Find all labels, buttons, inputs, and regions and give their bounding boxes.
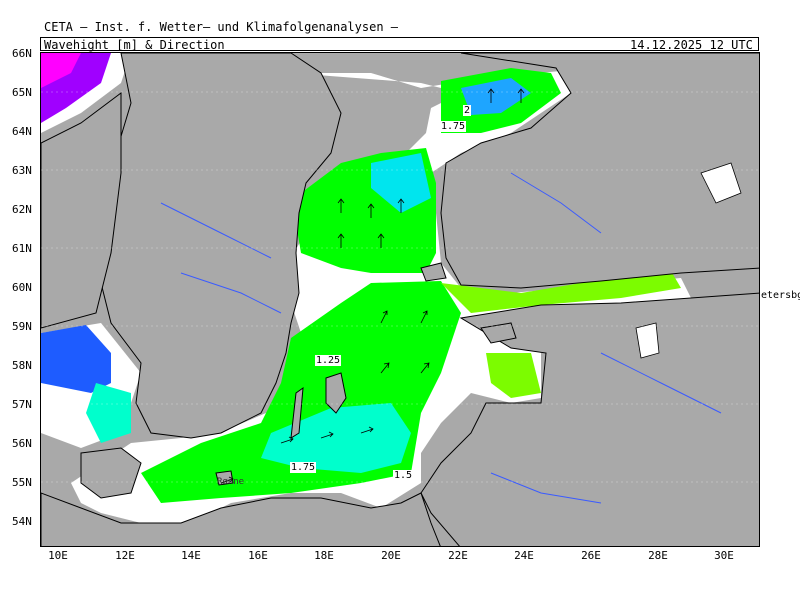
lat-label: 55N bbox=[12, 476, 32, 489]
contour-label: 2 bbox=[463, 105, 472, 116]
valid-time: 14.12.2025 12 UTC bbox=[630, 38, 753, 52]
wave-area-gulf-finland bbox=[441, 271, 681, 313]
land-denmark bbox=[80, 447, 142, 499]
lon-label: 20E bbox=[381, 549, 401, 562]
lon-label: 30E bbox=[714, 549, 734, 562]
contour-label: 1.5 bbox=[393, 470, 414, 481]
lon-label: 24E bbox=[514, 549, 534, 562]
wave-field bbox=[41, 53, 681, 503]
lat-label: 62N bbox=[12, 203, 32, 216]
wave-area-gulf-riga bbox=[486, 353, 541, 398]
lon-label: 10E bbox=[48, 549, 68, 562]
land bbox=[41, 53, 759, 546]
lon-label: 12E bbox=[115, 549, 135, 562]
wave-area-bothnian-bay-core bbox=[461, 78, 531, 115]
lat-label: 66N bbox=[12, 47, 32, 60]
lat-label: 60N bbox=[12, 281, 32, 294]
panel-title: Wavehight [m] & Direction bbox=[44, 38, 225, 52]
map-canvas bbox=[41, 53, 759, 546]
wave-area-north-sea-peak bbox=[41, 53, 81, 88]
land-finland bbox=[440, 53, 759, 289]
land-bornholm bbox=[215, 470, 234, 486]
lat-label: 58N bbox=[12, 359, 32, 372]
lon-label: 28E bbox=[648, 549, 668, 562]
lon-label: 16E bbox=[248, 549, 268, 562]
lon-label: 22E bbox=[448, 549, 468, 562]
lon-label: 18E bbox=[314, 549, 334, 562]
contour-label: 1.75 bbox=[440, 121, 467, 132]
contour-label: 1.75 bbox=[290, 462, 317, 473]
land-germany-poland bbox=[41, 492, 441, 546]
land-norway-west bbox=[41, 92, 122, 329]
wave-direction-arrows bbox=[220, 88, 525, 484]
lat-label: 65N bbox=[12, 86, 32, 99]
wave-height-map: 2 1.75 1.25 1.75 1.5 Rønne bbox=[40, 52, 760, 547]
lake-onega bbox=[700, 162, 742, 204]
lat-label: 59N bbox=[12, 320, 32, 333]
contour-label: 1.25 bbox=[315, 355, 342, 366]
wave-area-skagerrak bbox=[41, 325, 111, 393]
lon-label: 14E bbox=[181, 549, 201, 562]
land-gotland bbox=[325, 372, 347, 414]
graticule bbox=[41, 91, 759, 483]
lakes bbox=[635, 162, 742, 359]
title-frame bbox=[40, 37, 759, 51]
lat-label: 56N bbox=[12, 437, 32, 450]
lon-label: 26E bbox=[581, 549, 601, 562]
land-aland bbox=[420, 262, 447, 282]
lat-label: 61N bbox=[12, 242, 32, 255]
lake-ladoga bbox=[635, 322, 660, 359]
outside-place-label: etersbg bbox=[761, 290, 800, 301]
organization-title: CETA — Inst. f. Wetter— und Klimafolgena… bbox=[44, 20, 399, 34]
wave-area-bothnian-sea-core bbox=[371, 153, 431, 213]
rivers bbox=[160, 172, 722, 504]
wave-area-kattegat bbox=[86, 383, 131, 443]
place-label-ronne: Rønne bbox=[217, 477, 245, 487]
lat-label: 57N bbox=[12, 398, 32, 411]
land-oland bbox=[290, 386, 304, 439]
wave-area-southern-baltic-core bbox=[261, 403, 411, 473]
lat-label: 64N bbox=[12, 125, 32, 138]
lat-label: 63N bbox=[12, 164, 32, 177]
lat-label: 54N bbox=[12, 515, 32, 528]
land-saaremaa bbox=[480, 322, 517, 344]
